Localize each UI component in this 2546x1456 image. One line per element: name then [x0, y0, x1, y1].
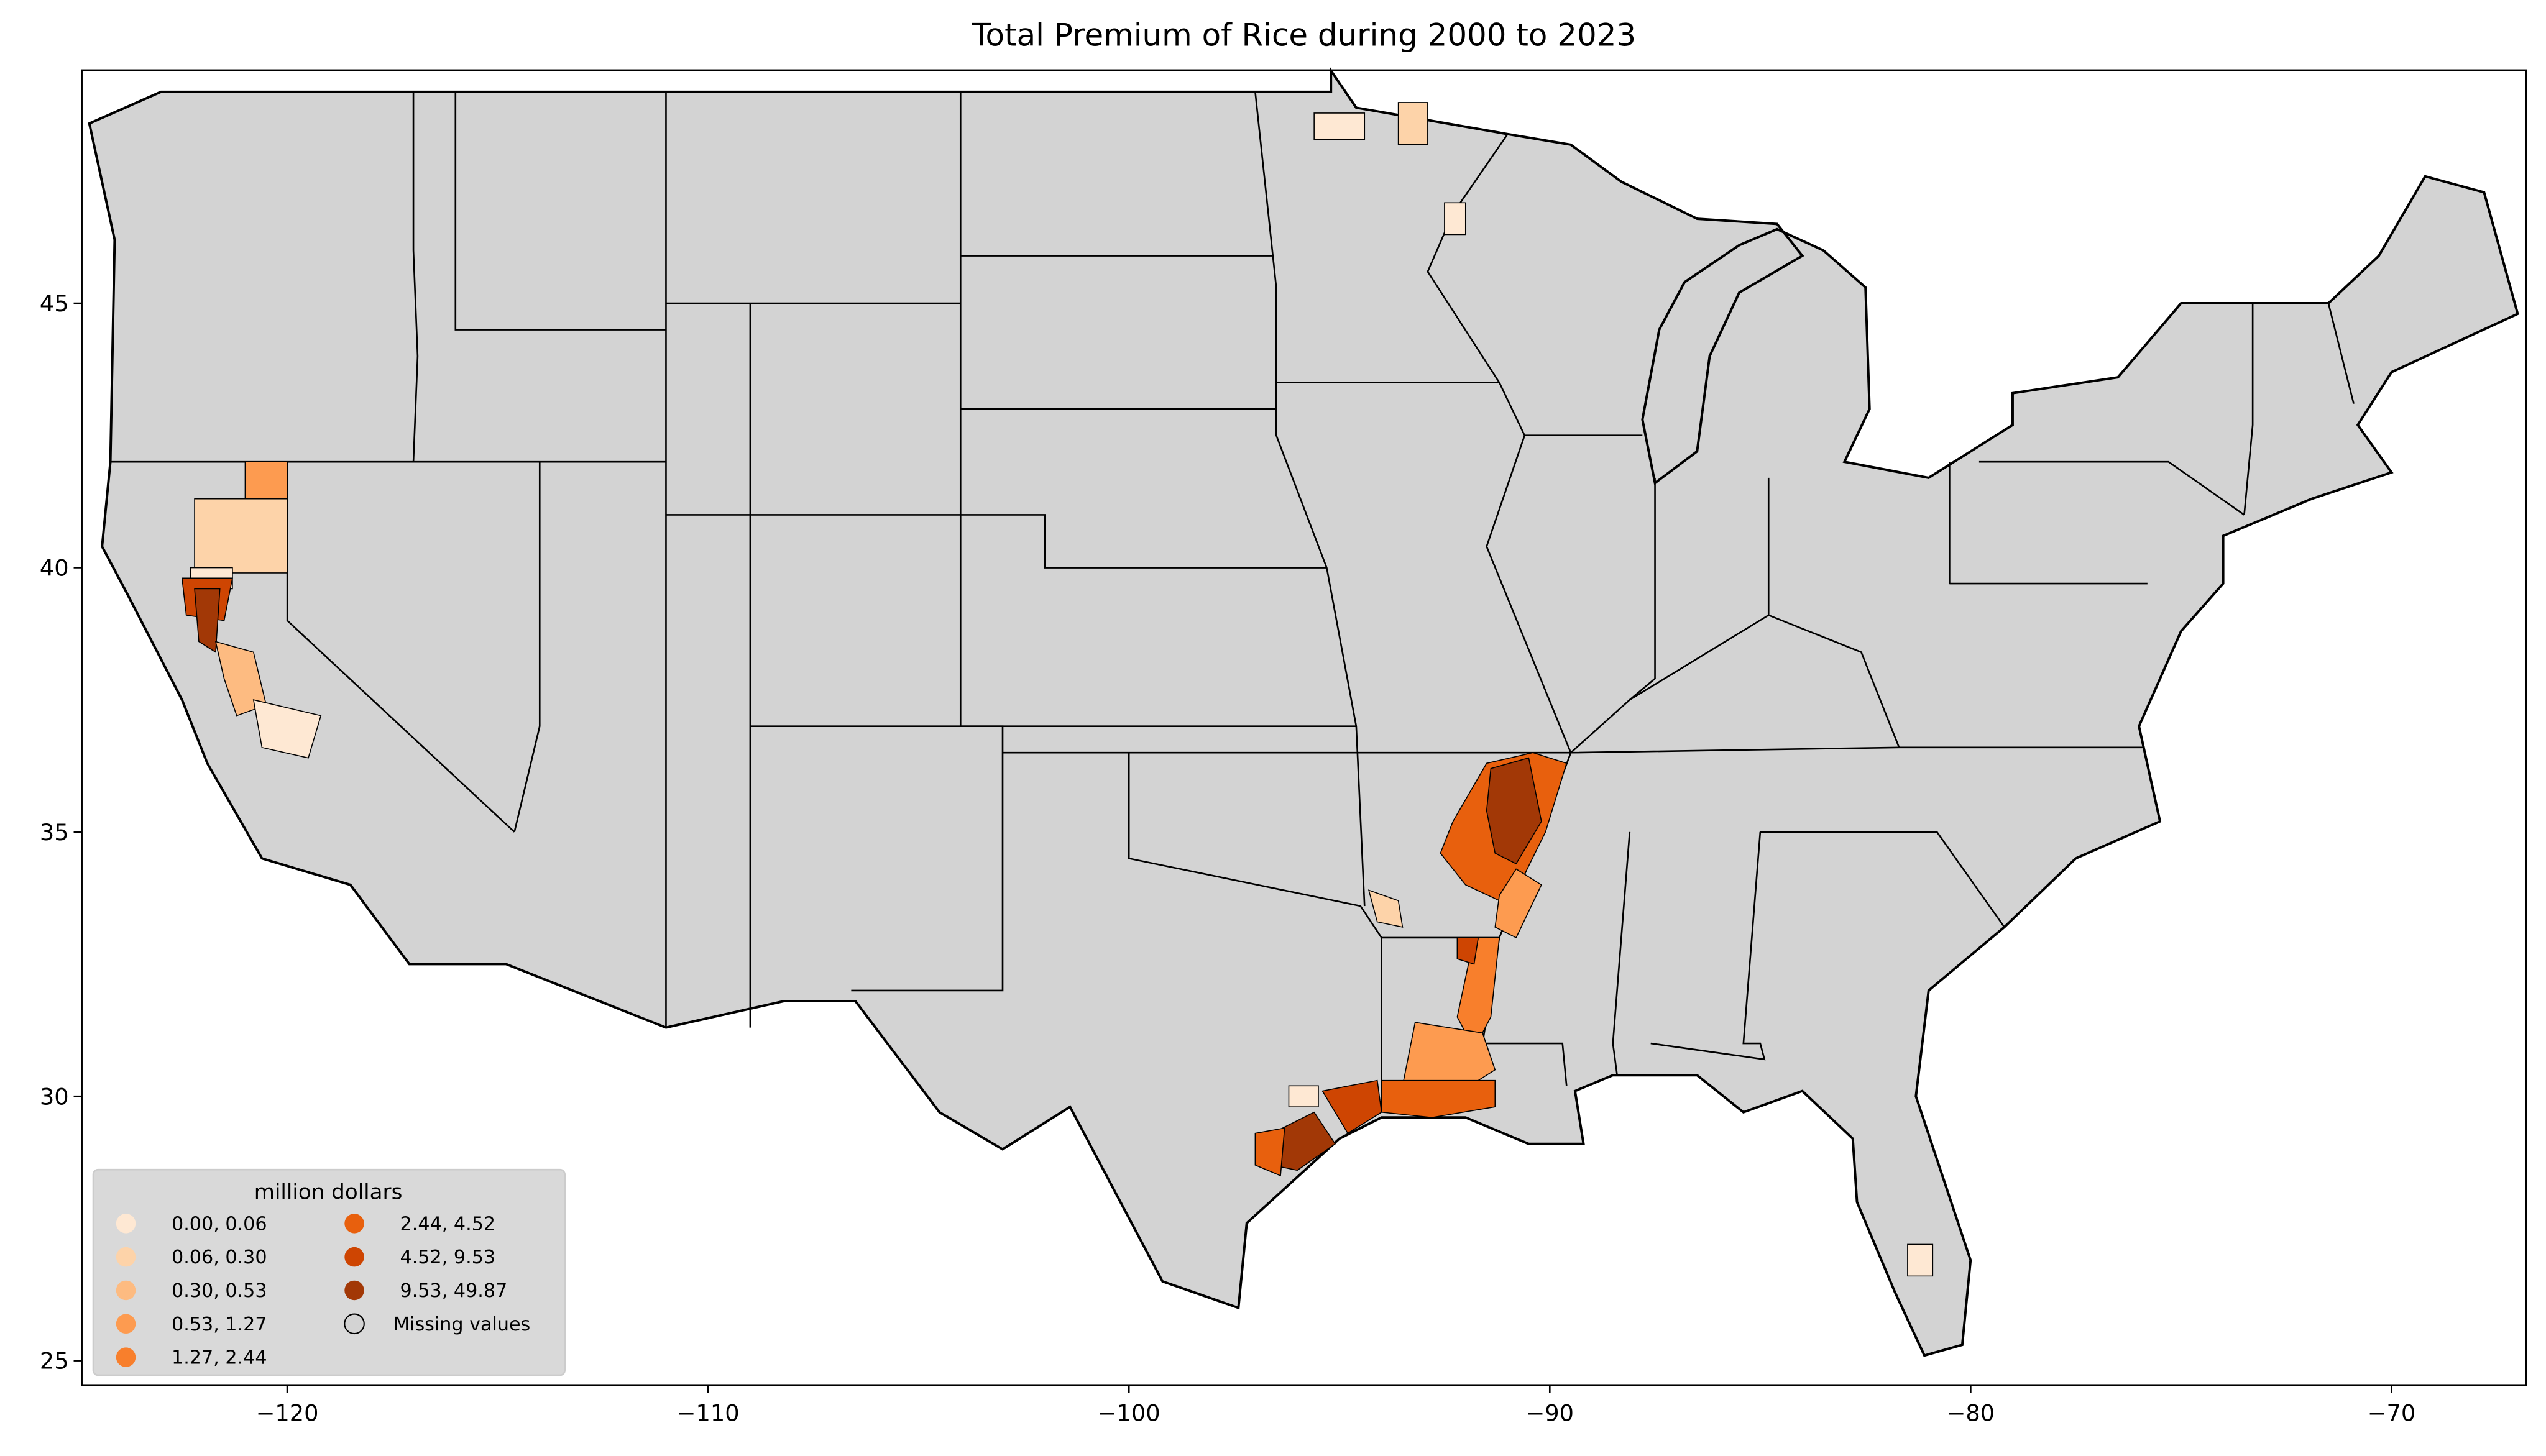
x-tick-label: −70 [2368, 1399, 2416, 1426]
state-border [2327, 303, 2355, 405]
legend: million dollars 0.00, 0.06 0.06, 0.30 0.30,… [92, 1168, 566, 1376]
state-border [666, 514, 1327, 569]
county-region [252, 699, 322, 759]
legend-label: 9.53, 49.87 [400, 1280, 508, 1302]
chart-title: Total Premium of Rice during 2000 to 202… [972, 17, 1637, 53]
state-border [1254, 91, 1366, 907]
y-tick-label: 35 [40, 819, 69, 846]
county-region [244, 461, 288, 500]
state-border [1427, 134, 1572, 1086]
county-region [194, 588, 221, 653]
county-region [1397, 102, 1428, 145]
county-region [1313, 112, 1366, 140]
county-region [1486, 757, 1542, 865]
legend-label: 0.53, 1.27 [172, 1314, 267, 1335]
axes-frame [81, 69, 2527, 1386]
x-tick-label: −80 [1947, 1399, 1995, 1426]
legend-label: 0.00, 0.06 [172, 1213, 267, 1235]
state-border [412, 91, 419, 462]
state-border [1978, 460, 2245, 516]
county-region [194, 498, 288, 574]
x-tick-label: −100 [1098, 1399, 1160, 1426]
legend-swatch [344, 1280, 364, 1301]
legend-swatch [116, 1247, 136, 1267]
map-layer [88, 66, 2519, 1357]
state-border [513, 462, 541, 833]
legend-box [92, 1168, 566, 1376]
legend-swatch [344, 1313, 365, 1335]
county-region [1381, 1079, 1496, 1119]
x-tick-label: −120 [256, 1399, 319, 1426]
state-border [1612, 831, 1631, 1076]
county-region [1367, 889, 1404, 928]
y-tick-label: 45 [40, 290, 69, 317]
county-region [1494, 868, 1542, 938]
state-border [454, 91, 666, 331]
state-border [1128, 753, 1382, 1107]
state-border [1003, 746, 2143, 754]
county-region [1456, 937, 1479, 965]
county-region [1321, 1079, 1382, 1134]
county-region [1444, 202, 1466, 236]
legend-swatch [344, 1247, 364, 1267]
legend-label: 2.44, 4.52 [400, 1213, 496, 1235]
county-region [214, 641, 267, 717]
legend-swatch [344, 1214, 364, 1234]
legend-swatch [116, 1280, 136, 1301]
state-border [1760, 831, 2005, 928]
state-border [2243, 303, 2254, 515]
x-tick-label: −110 [677, 1399, 740, 1426]
legend-label: Missing values [393, 1314, 530, 1335]
country-outline [88, 66, 2519, 1357]
x-tick-label: −90 [1526, 1399, 1574, 1426]
legend-label: 0.06, 0.30 [172, 1247, 267, 1268]
county-region [1907, 1243, 1934, 1277]
legend-label: 4.52, 9.53 [400, 1247, 496, 1268]
legend-label: 1.27, 2.44 [172, 1347, 267, 1369]
county-region [1254, 1127, 1285, 1177]
y-tick-label: 30 [40, 1083, 69, 1110]
legend-swatch [116, 1314, 136, 1334]
y-tick-label: 25 [40, 1348, 69, 1375]
state-border [1570, 614, 1900, 754]
legend-title: million dollars [254, 1179, 403, 1204]
legend-swatch [116, 1214, 136, 1234]
y-tick-label: 40 [40, 555, 69, 582]
county-region [1288, 1085, 1319, 1107]
state-border [1629, 477, 1656, 701]
state-border [1650, 831, 1766, 1061]
legend-label: 0.30, 0.53 [172, 1280, 267, 1302]
legend-swatch [116, 1347, 136, 1367]
